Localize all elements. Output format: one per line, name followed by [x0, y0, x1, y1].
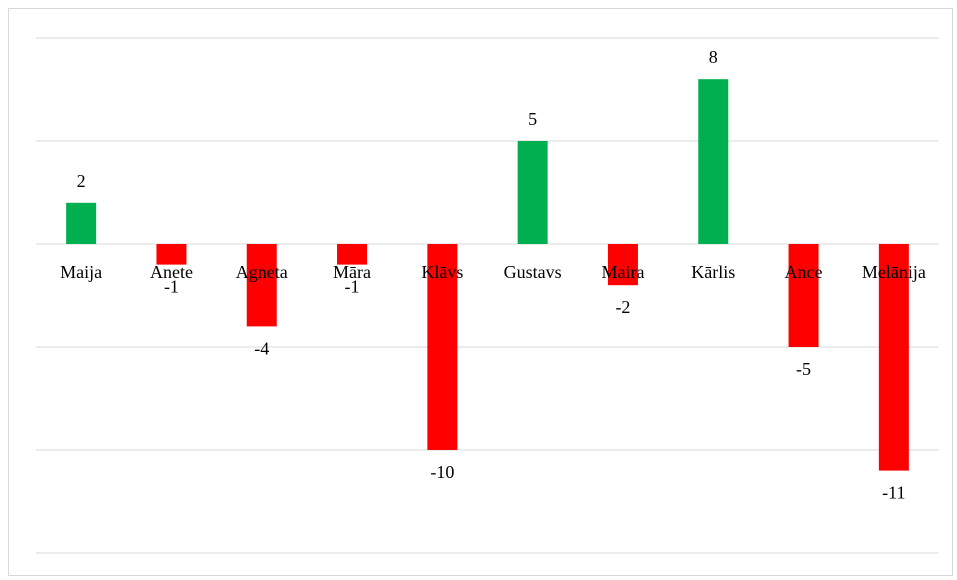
data-label: -4: [254, 338, 269, 358]
bar-agneta: [246, 244, 277, 327]
category-label: Gustavs: [504, 262, 562, 282]
bar-maija: [66, 202, 97, 244]
category-label: Anete: [150, 262, 193, 282]
data-label: -1: [345, 277, 360, 297]
category-label: Maija: [60, 262, 102, 282]
data-label: -1: [164, 277, 179, 297]
category-label: Māra: [333, 262, 371, 282]
bar-melānija: [878, 244, 909, 471]
category-label: Ance: [785, 262, 823, 282]
data-label: -2: [615, 297, 630, 317]
category-label: Melānija: [862, 262, 926, 282]
bar-gustavs: [517, 141, 548, 244]
data-label: -5: [796, 359, 811, 379]
category-label: Maira: [601, 262, 644, 282]
bar-māra: [337, 244, 368, 265]
category-label: Klāvs: [421, 262, 463, 282]
data-label: 8: [709, 47, 718, 67]
category-label: Agneta: [236, 262, 288, 282]
bar-maira: [607, 244, 638, 286]
category-label: Kārlis: [691, 262, 735, 282]
bar-anete: [156, 244, 187, 265]
bar-ance: [788, 244, 819, 347]
data-label: -10: [430, 462, 454, 482]
data-label: 2: [77, 171, 86, 191]
bar-klāvs: [427, 244, 458, 450]
data-label: 5: [528, 109, 537, 129]
bar-kārlis: [698, 79, 729, 244]
data-label: -11: [882, 483, 905, 503]
